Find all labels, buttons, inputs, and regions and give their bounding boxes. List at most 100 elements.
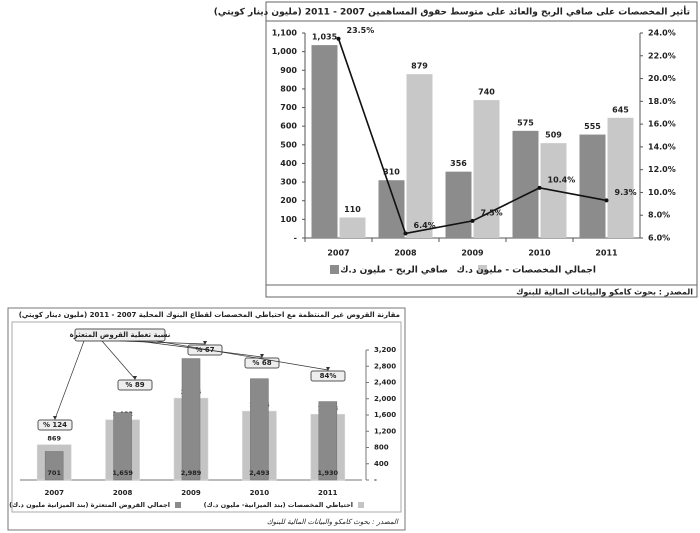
ratio-box bbox=[310, 370, 346, 382]
y-tick-label: 1,100 bbox=[272, 29, 298, 38]
y2-tick-label: 10.0% bbox=[648, 188, 676, 197]
y-tick-label: 400 bbox=[374, 460, 389, 468]
bar bbox=[44, 451, 64, 481]
arrow-head bbox=[326, 367, 330, 371]
bar bbox=[473, 100, 500, 238]
bar-label: 879 bbox=[411, 62, 428, 71]
arrow-head bbox=[203, 341, 207, 345]
x-tick-label: 2007 bbox=[327, 249, 349, 258]
bar-label: 110 bbox=[344, 205, 361, 214]
y-tick-label: 800 bbox=[374, 444, 389, 452]
bar bbox=[250, 378, 269, 481]
bar-label: 740 bbox=[478, 88, 495, 97]
bar-label: 1,930 bbox=[318, 469, 339, 477]
y-tick-label: 2,800 bbox=[374, 362, 396, 370]
ratio-label: % 124 bbox=[43, 421, 67, 429]
legend-swatch bbox=[175, 502, 181, 508]
x-tick-label: 2007 bbox=[44, 489, 64, 497]
bar bbox=[607, 117, 634, 238]
y-tick-label: 300 bbox=[280, 178, 297, 187]
bar bbox=[113, 412, 132, 481]
arrow-head bbox=[133, 376, 137, 380]
legend-swatch bbox=[330, 265, 339, 274]
line-label: 7.5% bbox=[481, 208, 503, 217]
source-frame bbox=[265, 284, 698, 298]
legend-swatch bbox=[478, 265, 487, 274]
bar-label: 1,659 bbox=[112, 469, 133, 477]
bar bbox=[318, 401, 338, 481]
y-tick-label: 500 bbox=[280, 140, 297, 149]
chart-title: تأثير المخصصات على صافي الربح والعائد عل… bbox=[214, 6, 690, 18]
x-tick-label: 2010 bbox=[250, 489, 270, 497]
bar-label: 645 bbox=[612, 105, 629, 114]
y-tick-label: - bbox=[374, 476, 377, 484]
annotation-arrow bbox=[137, 340, 263, 358]
y2-tick-label: 18.0% bbox=[648, 97, 676, 106]
y2-tick-label: 22.0% bbox=[648, 51, 676, 60]
line-marker bbox=[604, 198, 609, 203]
bar-label: 575 bbox=[517, 118, 534, 127]
x-tick-label: 2008 bbox=[113, 489, 133, 497]
bar bbox=[512, 130, 539, 238]
annotation-arrow bbox=[101, 340, 136, 380]
y2-tick-label: 14.0% bbox=[648, 142, 676, 151]
legend-label: اجمالي المخصصات - مليون د.ك bbox=[457, 266, 596, 276]
y-tick-label: 100 bbox=[280, 215, 297, 224]
y-tick-label: 200 bbox=[280, 196, 297, 205]
y-tick-label: 900 bbox=[280, 66, 297, 75]
y-tick-label: 400 bbox=[280, 159, 297, 168]
line-marker bbox=[403, 231, 408, 236]
bar-label: 1,035 bbox=[312, 33, 338, 42]
bar bbox=[378, 180, 405, 238]
x-tick-label: 2011 bbox=[318, 489, 338, 497]
y-tick-label: 1,000 bbox=[272, 47, 298, 56]
x-tick-label: 2009 bbox=[461, 249, 484, 258]
y2-tick-label: 6.0% bbox=[648, 234, 670, 243]
ratio-label: 84% bbox=[320, 372, 337, 380]
source-note: المصدر : بحوث كامكو والبيانات المالية لل… bbox=[516, 288, 693, 297]
y2-tick-label: 24.0% bbox=[648, 29, 676, 38]
bar-label: 869 bbox=[47, 435, 61, 443]
y-tick-label: - bbox=[294, 234, 297, 243]
bar bbox=[406, 74, 433, 238]
bar-label: 701 bbox=[47, 469, 61, 477]
ratio-label: % 89 bbox=[125, 381, 144, 389]
bar-label: 310 bbox=[383, 168, 400, 177]
bar bbox=[181, 358, 201, 481]
y2-tick-label: 12.0% bbox=[648, 165, 676, 174]
y-tick-label: 700 bbox=[280, 103, 297, 112]
y2-tick-label: 20.0% bbox=[648, 74, 676, 83]
bar-label: 2,989 bbox=[181, 469, 202, 477]
legend-swatch bbox=[358, 502, 364, 508]
line-label: 23.5% bbox=[347, 26, 375, 35]
arrow-head bbox=[53, 416, 57, 420]
annotation-arrow bbox=[155, 340, 329, 371]
bar bbox=[311, 45, 338, 239]
line-marker bbox=[470, 218, 475, 223]
chart-title: مقارنة القروض غير المنتظمة مع احتياطي ال… bbox=[19, 311, 400, 319]
y2-tick-label: 16.0% bbox=[648, 120, 676, 129]
bar-label: 555 bbox=[584, 122, 601, 131]
plot-frame bbox=[11, 321, 402, 513]
chart-frame bbox=[7, 307, 406, 531]
y-tick-label: 800 bbox=[280, 84, 297, 93]
bar bbox=[445, 171, 472, 238]
bar-label: 2,493 bbox=[249, 469, 270, 477]
annotation-title: نسبة تغطية القروض المتعثرة bbox=[70, 331, 171, 339]
y-tick-label: 1,200 bbox=[374, 427, 396, 435]
x-tick-label: 2009 bbox=[181, 489, 201, 497]
x-tick-label: 2008 bbox=[394, 249, 417, 258]
bar-label: 356 bbox=[450, 159, 467, 168]
source-note: المصدر : بحوث كامكو والبيانات المالية لل… bbox=[267, 518, 399, 526]
legend-label: احتياطي المخصصات (بند الميزانية- مليون د… bbox=[204, 501, 353, 509]
line-label: 6.4% bbox=[414, 221, 436, 230]
arrow-head bbox=[260, 354, 264, 358]
x-tick-label: 2010 bbox=[528, 249, 551, 258]
legend-label: صافي الربح - مليون د.ك bbox=[340, 266, 448, 276]
legend-label: اجمالي القروض المتعثرة (بند الميزانية مل… bbox=[9, 501, 170, 509]
line-label: 9.3% bbox=[615, 188, 637, 197]
ratio-box bbox=[117, 379, 153, 391]
y-tick-label: 3,200 bbox=[374, 346, 396, 354]
line-marker bbox=[537, 185, 542, 190]
ratio-box bbox=[37, 419, 73, 431]
